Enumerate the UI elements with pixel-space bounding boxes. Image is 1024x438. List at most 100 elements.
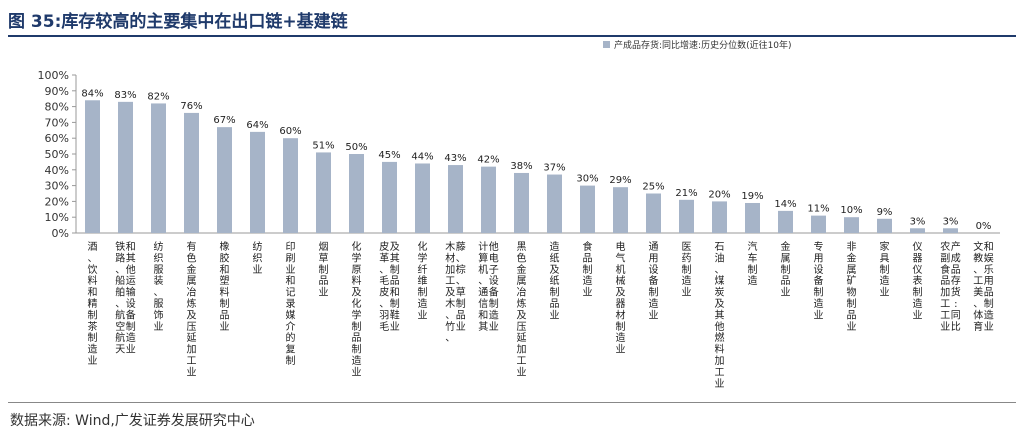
y-tick-label: 50% xyxy=(45,148,69,161)
y-tick-label: 80% xyxy=(45,101,69,114)
data-label: 84% xyxy=(81,88,103,99)
bar xyxy=(217,127,232,233)
data-label: 9% xyxy=(877,207,893,218)
bar xyxy=(646,193,661,233)
category-label: 电气机械及器材制造业 xyxy=(616,240,626,356)
bar xyxy=(613,187,628,233)
bar xyxy=(415,163,430,233)
category-label: 纺织服装、服饰业 xyxy=(154,240,164,333)
data-label: 50% xyxy=(345,142,367,153)
category-label: 铁路、船舶、航空航天和其他运输设备制造业 xyxy=(115,240,136,356)
bar xyxy=(481,166,496,233)
category-label: 有色金属冶炼及压延加工业 xyxy=(187,240,197,378)
data-label: 45% xyxy=(378,150,400,161)
data-label: 76% xyxy=(180,101,202,112)
bar xyxy=(184,112,199,233)
data-label: 51% xyxy=(312,140,334,151)
data-label: 30% xyxy=(576,174,598,185)
category-label: 通用设备制造业 xyxy=(649,241,659,321)
data-label: 43% xyxy=(444,153,466,164)
figure-source: 数据来源: Wind,广发证券发展研究中心 xyxy=(10,413,255,429)
category-label: 造纸及纸制品业 xyxy=(550,240,560,321)
bar xyxy=(316,152,331,233)
category-label: 黑色金属冶炼及压延加工业 xyxy=(517,241,527,378)
data-label: 0% xyxy=(976,221,992,232)
y-tick-label: 10% xyxy=(45,211,69,224)
bar xyxy=(547,174,562,233)
data-label: 11% xyxy=(807,204,829,215)
category-label: 农副食品加工工业产成品存货:同比 xyxy=(940,240,961,333)
data-label: 3% xyxy=(943,216,959,227)
bar xyxy=(349,154,364,233)
category-label: 木材加工及木、竹、藤、棕、草制品业 xyxy=(445,241,466,344)
bar xyxy=(745,202,760,233)
category-label: 非金属矿物制品业 xyxy=(847,241,857,333)
bar xyxy=(85,100,100,233)
bar xyxy=(514,172,529,233)
category-label: 金属制品业 xyxy=(781,240,791,299)
category-label: 石油、煤炭及其他燃料加工业 xyxy=(715,242,725,390)
data-label: 3% xyxy=(910,216,926,227)
data-label: 64% xyxy=(246,120,268,131)
legend-swatch xyxy=(603,41,610,48)
data-label: 83% xyxy=(114,90,136,101)
data-label: 20% xyxy=(708,189,730,200)
data-label: 37% xyxy=(543,163,565,174)
y-tick-label: 40% xyxy=(45,164,69,177)
data-label: 21% xyxy=(675,188,697,199)
data-label: 19% xyxy=(741,191,763,202)
bar xyxy=(844,217,859,233)
data-label: 38% xyxy=(510,161,532,172)
legend-label: 产成品存货:同比增速:历史分位数(近往10年) xyxy=(614,39,792,51)
data-label: 44% xyxy=(411,151,433,162)
bar xyxy=(943,228,958,233)
figure-header: 图 35:库存较高的主要集中在出口链+基建链 xyxy=(8,2,1016,37)
bar xyxy=(811,215,826,233)
category-label: 纺织业 xyxy=(253,240,263,276)
category-label: 化学纤维制造业 xyxy=(418,240,428,321)
data-label: 14% xyxy=(774,199,796,210)
category-label: 汽车制造 xyxy=(748,240,758,287)
bar xyxy=(283,138,298,233)
category-label: 食品制造业 xyxy=(583,240,593,299)
figure-title: 图 35:库存较高的主要集中在出口链+基建链 xyxy=(8,12,348,32)
y-tick-label: 60% xyxy=(45,132,69,145)
bar xyxy=(151,103,166,233)
category-label: 印刷业和记录媒介的复制 xyxy=(286,241,296,367)
y-tick-label: 90% xyxy=(45,85,69,98)
category-label: 橡胶和塑料制品业 xyxy=(220,240,230,333)
bottom-rule xyxy=(8,402,1016,403)
y-tick-label: 30% xyxy=(45,180,69,193)
bar xyxy=(778,210,793,233)
bar xyxy=(118,101,133,233)
bar xyxy=(877,218,892,233)
category-label: 皮革、毛皮、羽毛及其制品和制鞋业 xyxy=(379,240,400,333)
bar xyxy=(712,201,727,233)
y-tick-label: 0% xyxy=(52,227,69,240)
category-label: 仪器仪表制造业 xyxy=(913,241,923,321)
bar xyxy=(910,228,925,233)
bar xyxy=(448,165,463,233)
bar xyxy=(580,185,595,233)
bar-chart: 产成品存货:同比增速:历史分位数(近往10年) 0% 10% 20% 30% 40% 50%… xyxy=(38,39,1000,390)
bar xyxy=(250,131,265,233)
y-tick-label: 70% xyxy=(45,116,69,129)
data-label: 25% xyxy=(642,182,664,193)
category-label: 医药制造业 xyxy=(682,241,692,299)
category-label: 化学原料及化学制品制造业 xyxy=(352,240,362,378)
bar xyxy=(679,199,694,233)
category-label: 计算机、通信和其他电子设备制造业 xyxy=(478,240,499,333)
category-label: 专用设备制造业 xyxy=(814,240,824,321)
data-label: 42% xyxy=(477,155,499,166)
y-tick-label: 100% xyxy=(38,69,69,82)
bar xyxy=(382,161,397,233)
category-label: 文教、工美、体育和娱乐用品制造业 xyxy=(973,240,994,333)
data-label: 82% xyxy=(147,91,169,102)
data-label: 67% xyxy=(213,115,235,126)
category-label: 家具制造业 xyxy=(880,240,890,299)
data-label: 10% xyxy=(840,205,862,216)
title-rule xyxy=(8,35,1016,37)
data-label: 29% xyxy=(609,175,631,186)
y-tick-label: 20% xyxy=(45,195,69,208)
data-label: 60% xyxy=(279,126,301,137)
